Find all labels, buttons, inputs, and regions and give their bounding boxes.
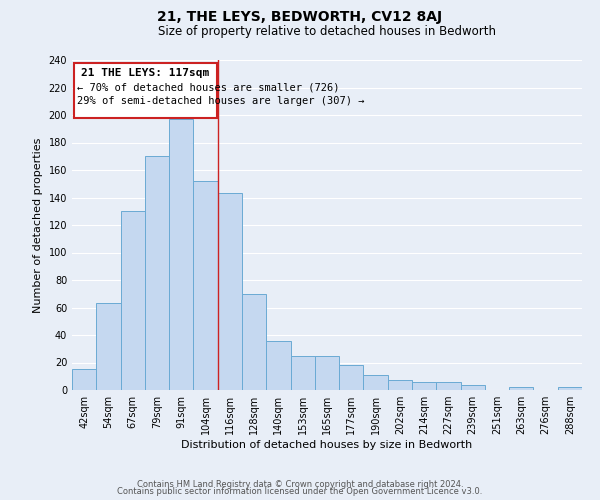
Bar xyxy=(242,294,266,390)
Text: 29% of semi-detached houses are larger (307) →: 29% of semi-detached houses are larger (… xyxy=(77,96,364,106)
Bar xyxy=(266,340,290,390)
Text: 21 THE LEYS: 117sqm: 21 THE LEYS: 117sqm xyxy=(82,68,209,78)
X-axis label: Distribution of detached houses by size in Bedworth: Distribution of detached houses by size … xyxy=(181,440,473,450)
Bar xyxy=(96,304,121,390)
Y-axis label: Number of detached properties: Number of detached properties xyxy=(33,138,43,312)
Bar xyxy=(218,194,242,390)
Bar xyxy=(436,382,461,390)
Text: ← 70% of detached houses are smaller (726): ← 70% of detached houses are smaller (72… xyxy=(77,82,340,92)
Bar xyxy=(388,380,412,390)
Bar xyxy=(72,370,96,390)
Bar xyxy=(145,156,169,390)
Bar xyxy=(121,211,145,390)
Bar xyxy=(364,375,388,390)
Text: 21, THE LEYS, BEDWORTH, CV12 8AJ: 21, THE LEYS, BEDWORTH, CV12 8AJ xyxy=(157,10,443,24)
Bar xyxy=(193,181,218,390)
Bar xyxy=(74,62,217,118)
Bar xyxy=(509,387,533,390)
Title: Size of property relative to detached houses in Bedworth: Size of property relative to detached ho… xyxy=(158,25,496,38)
Bar xyxy=(290,356,315,390)
Bar xyxy=(461,384,485,390)
Bar xyxy=(558,387,582,390)
Bar xyxy=(315,356,339,390)
Text: Contains HM Land Registry data © Crown copyright and database right 2024.: Contains HM Land Registry data © Crown c… xyxy=(137,480,463,489)
Bar xyxy=(412,382,436,390)
Bar xyxy=(339,365,364,390)
Text: Contains public sector information licensed under the Open Government Licence v3: Contains public sector information licen… xyxy=(118,487,482,496)
Bar xyxy=(169,119,193,390)
